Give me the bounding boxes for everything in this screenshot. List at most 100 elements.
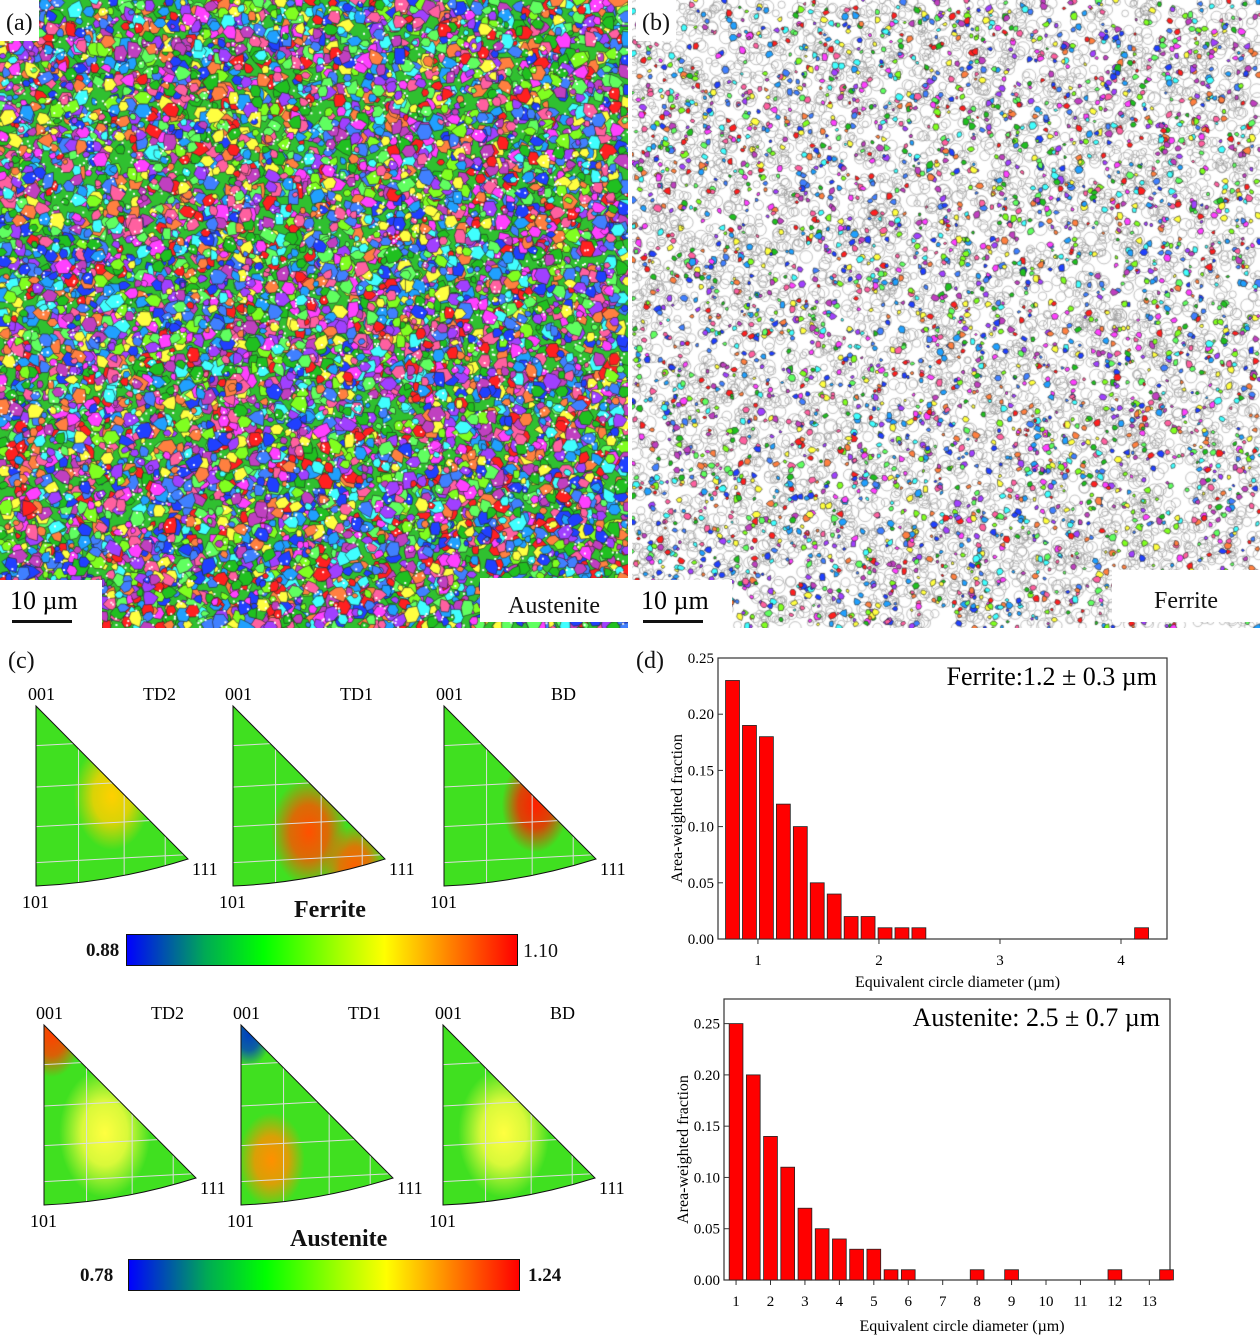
histogram-bar: [1159, 1269, 1174, 1281]
y-axis-label: Area-weighted fraction: [669, 734, 686, 883]
y-tick-label: 0.05: [688, 876, 714, 892]
austenite-colorbar-min: 0.78: [80, 1265, 114, 1286]
histogram-bar: [742, 725, 757, 940]
corner-111-label: 111: [192, 859, 218, 879]
y-tick-label: 0.10: [688, 820, 714, 836]
corner-101-label: 101: [227, 1211, 254, 1231]
ferrite-colorbar-min: 0.88: [86, 940, 120, 961]
direction-label: TD2: [151, 1003, 184, 1023]
x-tick-label: 2: [875, 953, 883, 969]
corner-101-label: 101: [430, 892, 457, 912]
x-tick-label: 13: [1142, 1294, 1157, 1310]
panel-a-label: (a): [0, 0, 39, 41]
corner-001-label: 001: [435, 1003, 462, 1023]
austenite-colorbar-max: 1.24: [528, 1265, 562, 1286]
y-tick-label: 0.25: [694, 1017, 720, 1033]
scale-bar-label-a: 10 µm: [10, 586, 78, 615]
x-tick-label: 9: [1008, 1294, 1016, 1310]
panel-c-label: (c): [8, 648, 35, 674]
histogram-bar: [866, 1248, 882, 1281]
scale-bar-a: [12, 620, 72, 623]
histogram-bar: [814, 1228, 830, 1281]
panel-b-label: (b): [636, 0, 676, 41]
y-tick-label: 0.00: [688, 932, 714, 948]
histogram-bar: [849, 1248, 864, 1281]
y-axis-label: Area-weighted fraction: [675, 1075, 692, 1224]
histogram-bar: [797, 1207, 813, 1281]
histogram-bar: [809, 882, 825, 940]
histogram-bar: [1134, 927, 1149, 940]
corner-001-label: 001: [28, 684, 55, 704]
chart-annotation: Ferrite:1.2 ± 0.3 µm: [946, 662, 1157, 691]
direction-label: BD: [551, 684, 576, 704]
x-axis-label: Equivalent circle diameter (µm): [855, 974, 1060, 991]
x-tick-label: 1: [732, 1294, 740, 1310]
ferrite-colorbar-max: 1.10: [523, 940, 558, 962]
histogram-bar: [843, 916, 859, 940]
direction-label: BD: [550, 1003, 575, 1023]
y-tick-label: 0.05: [694, 1222, 720, 1238]
corner-111-label: 111: [389, 859, 415, 879]
x-tick-label: 2: [767, 1294, 775, 1310]
histogram-bar: [759, 736, 774, 940]
histogram-bar: [826, 893, 842, 940]
corner-001-label: 001: [36, 1003, 63, 1023]
x-axis-label: Equivalent circle diameter (µm): [859, 1318, 1064, 1335]
corner-111-label: 111: [600, 859, 626, 879]
corner-101-label: 101: [22, 892, 49, 912]
histogram-bar: [860, 916, 876, 940]
corner-101-label: 101: [429, 1211, 456, 1231]
x-tick-label: 7: [939, 1294, 947, 1310]
x-tick-label: 10: [1039, 1294, 1054, 1310]
scale-bar-label-b: 10 µm: [641, 586, 709, 615]
y-tick-label: 0.20: [694, 1068, 720, 1084]
direction-label: TD2: [143, 684, 176, 704]
x-tick-label: 8: [973, 1294, 981, 1310]
y-tick-label: 0.20: [688, 707, 714, 723]
corner-111-label: 111: [397, 1178, 423, 1198]
x-tick-label: 5: [870, 1294, 878, 1310]
austenite-ebsd-map: [0, 0, 628, 628]
ferrite-ipf-title: Ferrite: [294, 897, 366, 923]
histogram-bar: [832, 1238, 847, 1281]
histogram-bar: [775, 803, 791, 940]
corner-001-label: 001: [233, 1003, 260, 1023]
histogram-bar: [1004, 1269, 1019, 1281]
plot-frame: [717, 657, 1168, 940]
histogram-bar: [894, 927, 910, 940]
y-tick-label: 0.15: [694, 1119, 720, 1135]
histogram-bar: [900, 1269, 916, 1281]
histogram-bar: [883, 1269, 899, 1281]
x-tick-label: 6: [905, 1294, 913, 1310]
x-tick-label: 12: [1107, 1294, 1122, 1310]
histogram-bar: [877, 927, 893, 940]
histogram-bar: [780, 1166, 796, 1281]
phase-label-b: Ferrite: [1112, 570, 1260, 622]
scale-bar-b: [643, 620, 703, 623]
corner-111-label: 111: [200, 1178, 226, 1198]
x-tick-label: 4: [836, 1294, 844, 1310]
corner-001-label: 001: [225, 684, 252, 704]
direction-label: TD1: [348, 1003, 381, 1023]
y-tick-label: 0.10: [694, 1170, 720, 1186]
austenite-colorbar: [128, 1259, 520, 1291]
histogram-bar: [911, 927, 927, 940]
x-tick-label: 1: [754, 953, 762, 969]
x-tick-label: 11: [1073, 1294, 1087, 1310]
histogram-bar: [745, 1074, 761, 1281]
chart-annotation: Austenite: 2.5 ± 0.7 µm: [913, 1003, 1160, 1032]
histogram-bar: [1107, 1269, 1123, 1281]
ferrite-ebsd-map: [632, 0, 1260, 628]
histogram-bar: [725, 680, 740, 940]
histogram-bar: [763, 1136, 778, 1281]
austenite-ipf-td2: 001 101 111 TD2: [30, 1003, 226, 1231]
corner-111-label: 111: [599, 1178, 625, 1198]
corner-101-label: 101: [219, 892, 246, 912]
y-tick-label: 0.25: [688, 651, 714, 667]
x-tick-label: 3: [801, 1294, 809, 1310]
x-tick-label: 4: [1117, 953, 1125, 969]
direction-label: TD1: [340, 684, 373, 704]
